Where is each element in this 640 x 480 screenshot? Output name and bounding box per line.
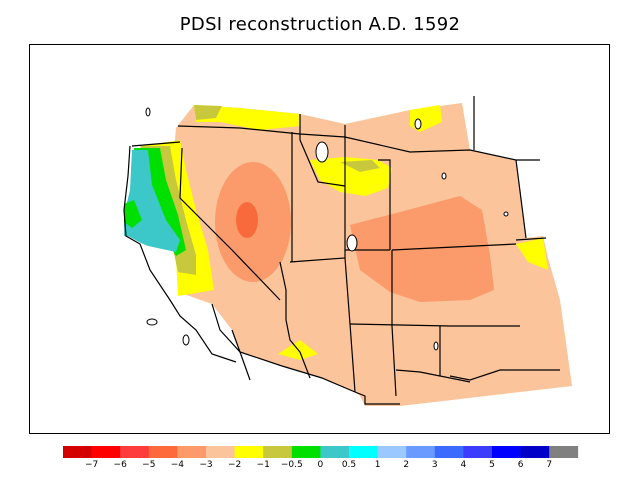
legend-tick-label: −0.5 [280,460,303,470]
legend-swatch [234,446,264,458]
legend-swatch [177,446,207,458]
map-title: PDSI reconstruction A.D. 1592 [179,14,461,35]
region-teal-coast [124,150,180,252]
legend-tick-label: −2 [227,460,242,470]
region-olive-mt [340,160,380,172]
lakes [145,107,509,351]
legend-labels: −7 −6 −5 −4 −3 −2 −1 −0.5 0 0.5 1 2 3 4 5 6 7 [0,460,640,474]
region-green-sw [124,200,142,228]
legend-tick-label: −3 [199,460,213,470]
legend-swatch [492,446,521,458]
legend-tick-label: −4 [170,460,185,470]
legend-swatch [120,446,150,458]
legend-tick-label: 0 [317,460,324,470]
ocean-gulf [240,352,358,406]
legend-tick-label: −1 [256,460,270,470]
legend-tick-label: −5 [142,460,156,470]
ocean-west [30,236,240,400]
legend-swatch [549,446,579,458]
legend-swatch [63,446,92,458]
legend-swatch [406,446,436,458]
legend-swatch [320,446,350,458]
state-boundaries [123,96,560,405]
region-darkorange-nv [236,202,258,238]
legend-swatch [91,446,121,458]
legend-swatch [148,446,178,458]
legend-tick-label: 4 [460,460,467,470]
region-olive-north [194,105,222,120]
legend-tick-label: −6 [113,460,127,470]
legend-tick-label: 6 [517,460,524,470]
legend-tick-label: 0.5 [341,460,357,470]
legend-tick-label: 1 [374,460,381,470]
legend-colorbar [63,446,579,458]
legend-swatch [291,446,321,458]
legend-swatch [349,446,378,458]
legend-swatch [263,446,293,458]
region-yellow-east [516,238,548,270]
legend-tick-label: −7 [84,460,99,470]
region-yellow-north [194,105,300,130]
legend-swatch [206,446,235,458]
legend-tick-label: 7 [546,460,553,470]
legend-swatch [434,446,464,458]
legend-swatch [377,446,407,458]
legend-swatch [463,446,493,458]
legend-tick-label: 3 [431,460,438,470]
legend-tick-label: 5 [489,460,495,470]
legend-tick-label: 2 [403,460,410,470]
legend-swatch [520,446,550,458]
